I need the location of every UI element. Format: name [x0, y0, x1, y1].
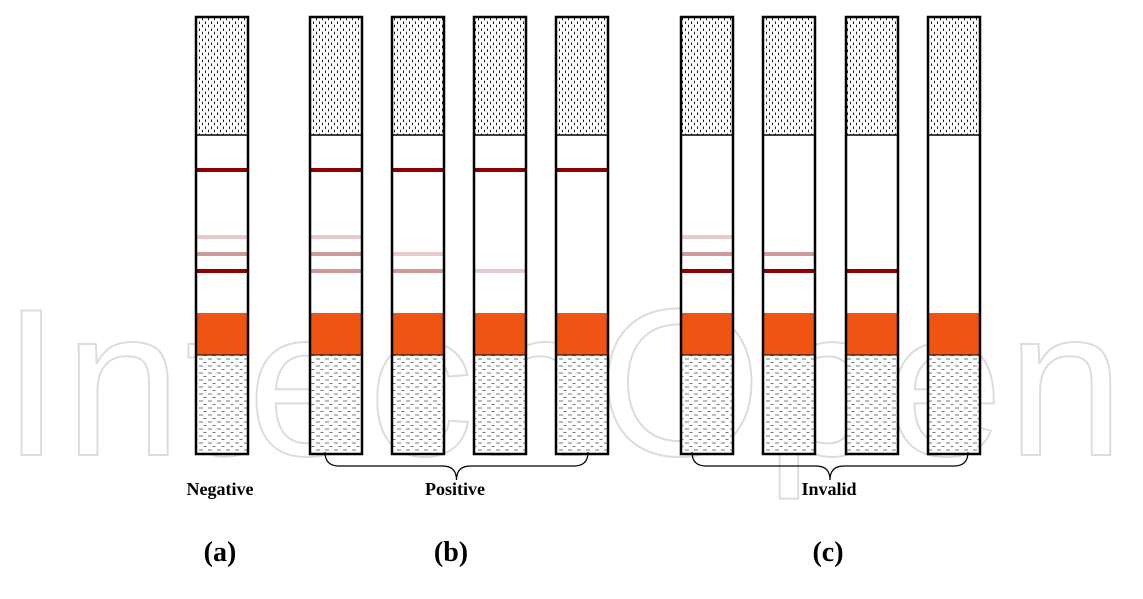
strip-outline — [844, 15, 900, 456]
sample-pad — [392, 17, 444, 135]
conjugate-pad — [928, 313, 980, 355]
result-window — [928, 135, 980, 313]
strip-outline — [472, 15, 528, 456]
sample-pad — [196, 17, 248, 135]
result-window — [556, 135, 608, 313]
conjugate-pad — [310, 313, 362, 355]
result-window — [846, 135, 898, 313]
test-strip — [308, 15, 364, 456]
absorbent-pad — [196, 355, 248, 454]
result-window — [310, 135, 362, 313]
strip-outline — [390, 15, 446, 456]
result-window — [392, 135, 444, 313]
conjugate-pad — [392, 313, 444, 355]
panel-c-label: (c) — [812, 537, 843, 568]
conjugate-pad — [474, 313, 526, 355]
negative-label: Negative — [187, 479, 254, 499]
sample-pad — [310, 17, 362, 135]
sample-pad — [681, 17, 733, 135]
sample-pad — [928, 17, 980, 135]
sample-pad — [846, 17, 898, 135]
group-brace — [691, 451, 969, 481]
strip-outline — [554, 15, 610, 456]
conjugate-pad — [556, 313, 608, 355]
test-strip — [679, 15, 735, 456]
test-strip — [926, 15, 982, 456]
strip-outline — [761, 15, 817, 456]
positive-label: Positive — [425, 479, 485, 499]
panel-b-label: (b) — [434, 537, 468, 568]
conjugate-pad — [681, 313, 733, 355]
strip-outline — [679, 15, 735, 456]
absorbent-pad — [928, 355, 980, 454]
strip-outline — [926, 15, 982, 456]
test-strip — [472, 15, 528, 456]
result-window — [474, 135, 526, 313]
test-strip — [844, 15, 900, 456]
invalid-label: Invalid — [801, 479, 856, 499]
test-strip — [761, 15, 817, 456]
absorbent-pad — [681, 355, 733, 454]
absorbent-pad — [763, 355, 815, 454]
strip-outline — [308, 15, 364, 456]
conjugate-pad — [846, 313, 898, 355]
absorbent-pad — [310, 355, 362, 454]
absorbent-pad — [474, 355, 526, 454]
result-window — [763, 135, 815, 313]
result-window — [681, 135, 733, 313]
absorbent-pad — [846, 355, 898, 454]
group-brace — [324, 451, 589, 481]
test-strip — [554, 15, 610, 456]
absorbent-pad — [556, 355, 608, 454]
conjugate-pad — [196, 313, 248, 355]
strip-outline — [194, 15, 250, 456]
sample-pad — [556, 17, 608, 135]
sample-pad — [763, 17, 815, 135]
conjugate-pad — [763, 313, 815, 355]
absorbent-pad — [392, 355, 444, 454]
panel-a-label: (a) — [204, 537, 237, 568]
result-window — [196, 135, 248, 313]
test-strip — [390, 15, 446, 456]
test-strip — [194, 15, 250, 456]
sample-pad — [474, 17, 526, 135]
